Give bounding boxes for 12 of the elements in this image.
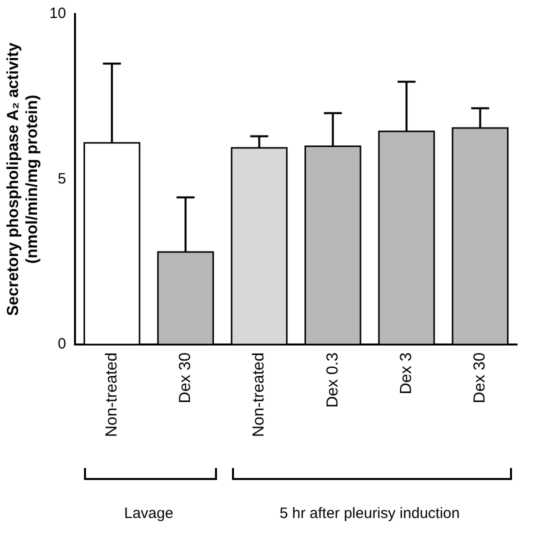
x-tick-label: Dex 3	[398, 352, 415, 394]
x-tick-label: Dex 0.3	[324, 352, 342, 408]
x-tick-label: Non-treated	[103, 352, 120, 438]
text: 5 hr after pleurisy induction	[280, 505, 460, 522]
y-tick-label: 5	[58, 170, 66, 188]
text: Lavage	[124, 505, 174, 522]
x-tick-label: Non-treated	[250, 352, 268, 438]
y-tick-label: 0	[58, 336, 66, 353]
y-tick-label: 10	[49, 5, 66, 22]
y-axis-title: Secretory phospholipase A₂ activity (nmol/min/mg protein)	[5, 42, 42, 316]
x-tick-label: Dex 30	[472, 352, 489, 404]
x-tick-label: Dex 30	[176, 352, 194, 404]
